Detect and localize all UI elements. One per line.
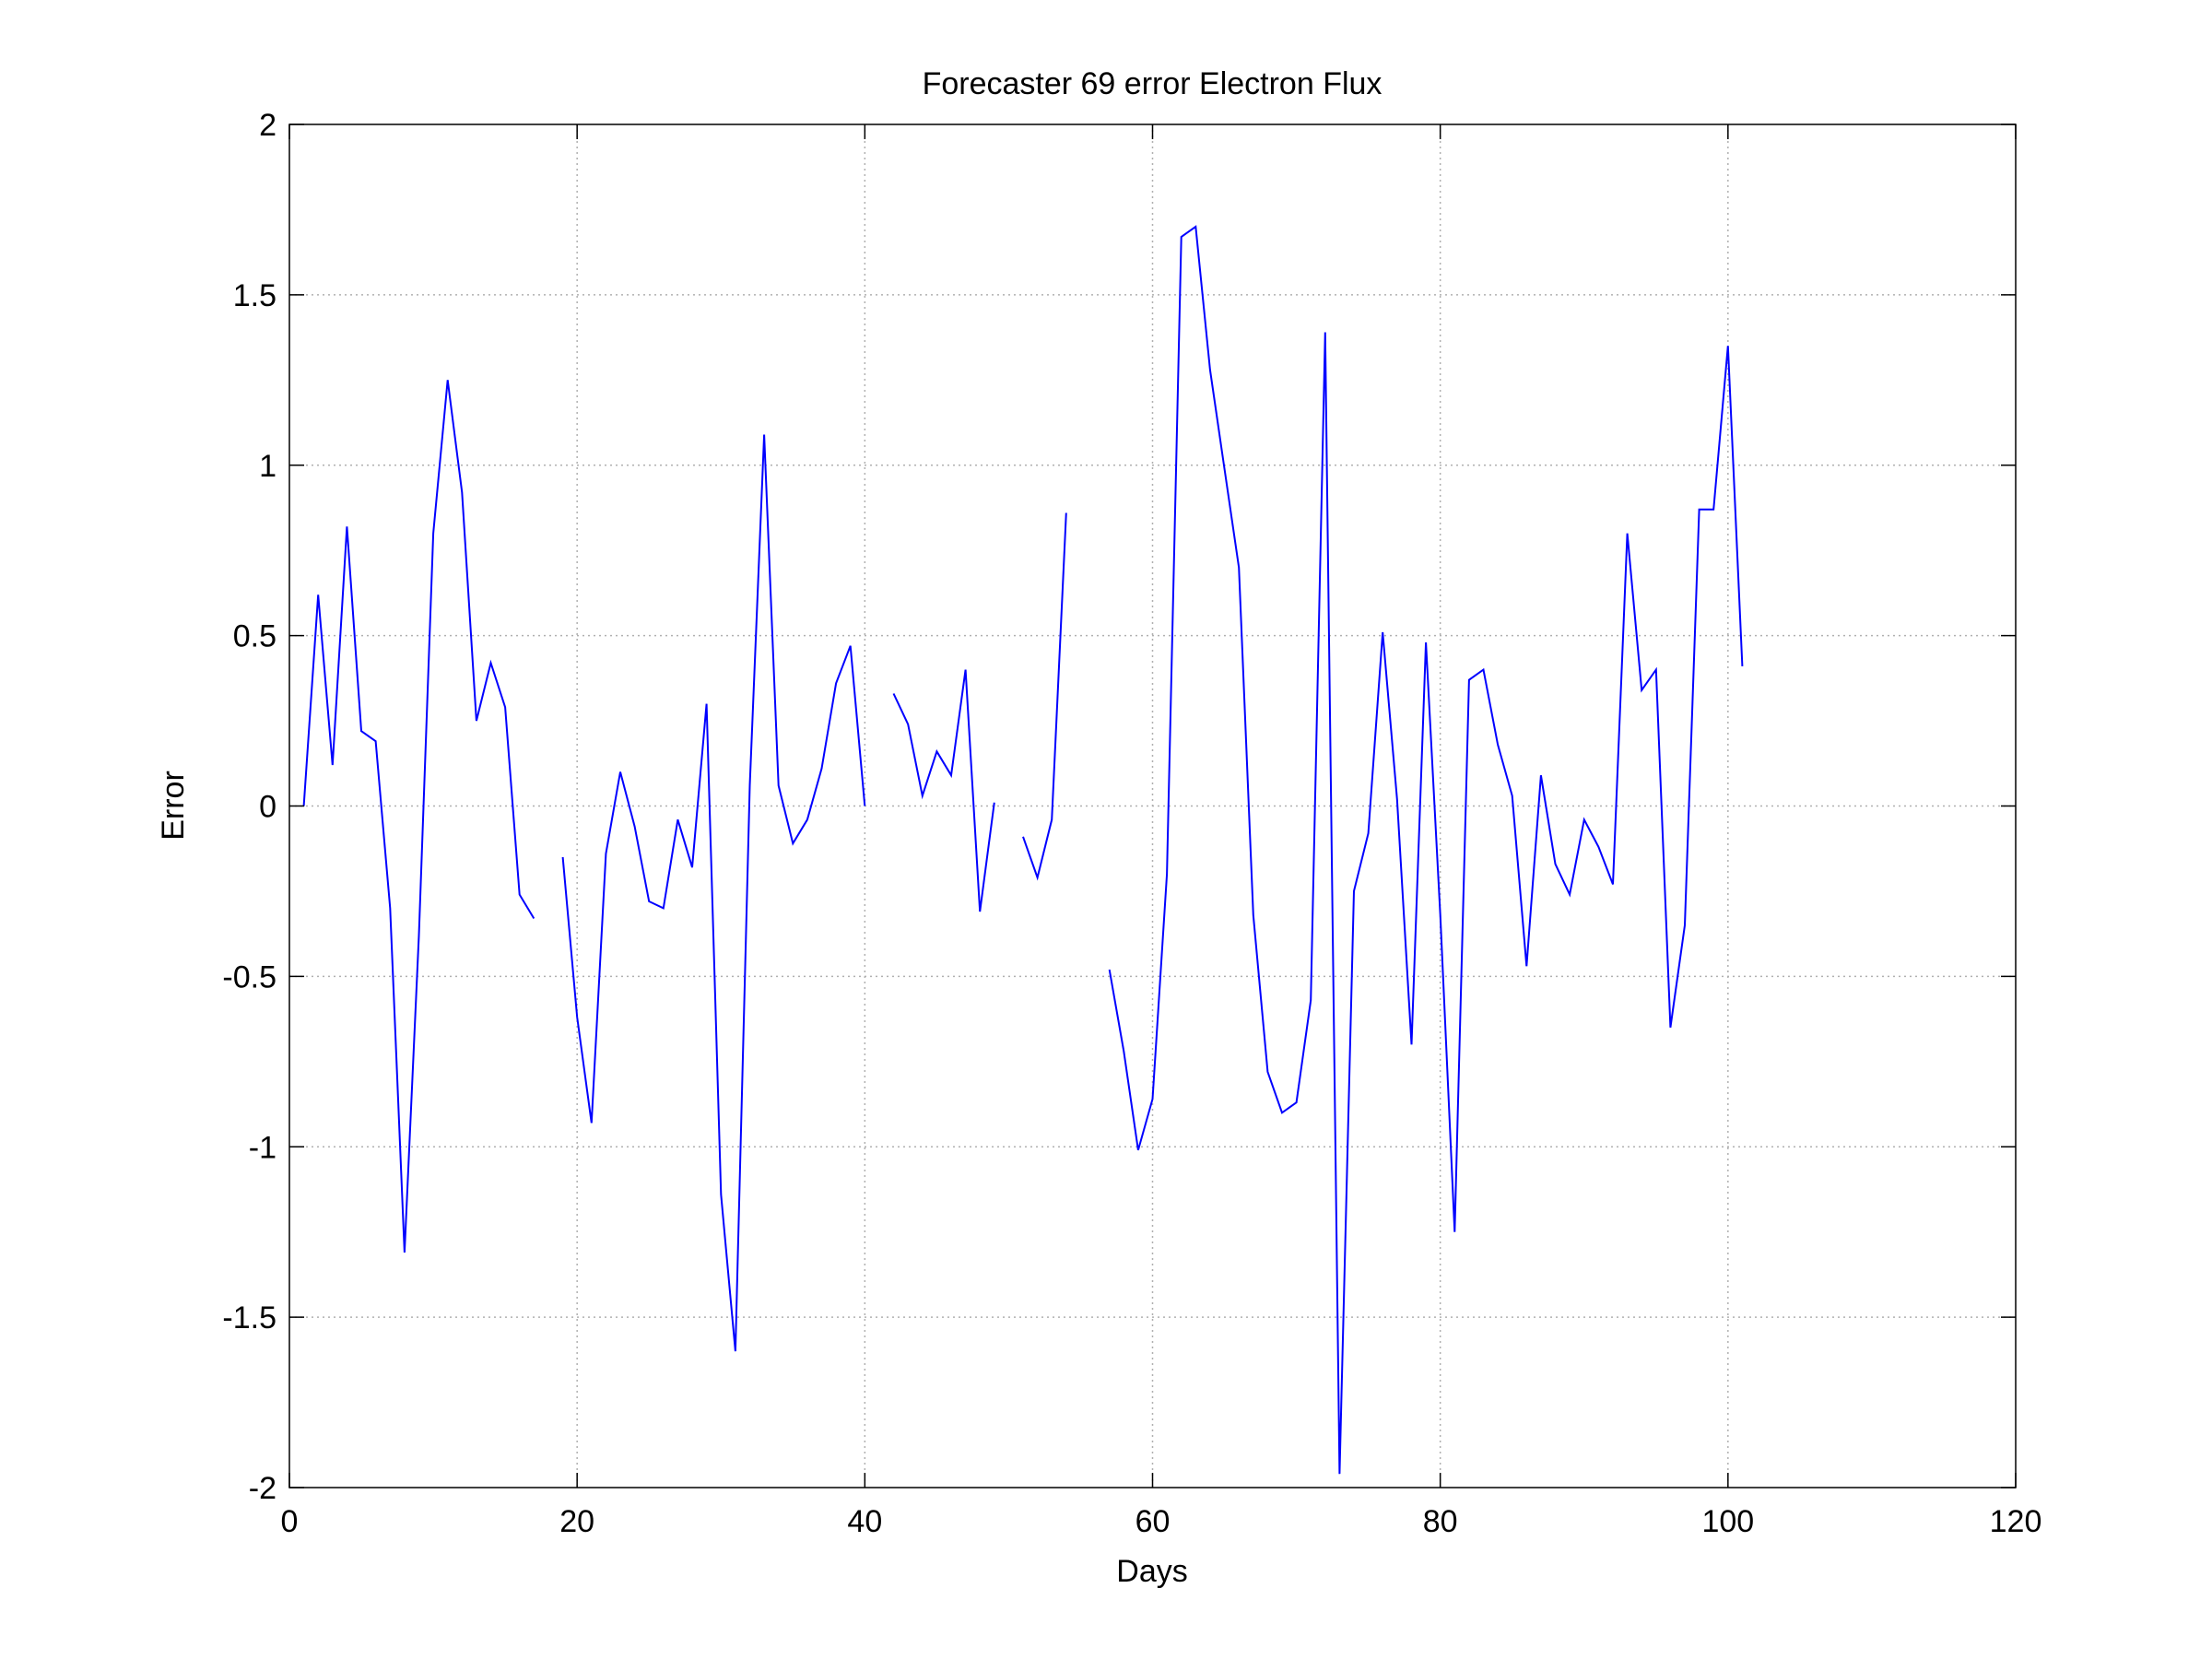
chart-title: Forecaster 69 error Electron Flux [923, 66, 1382, 101]
x-axis-label: Days [1116, 1554, 1187, 1589]
series-line-segment [892, 669, 995, 912]
series-line-segment [1108, 225, 1744, 1475]
y-tick-label: 2 [259, 108, 276, 143]
y-tick-label: 1.5 [233, 278, 276, 313]
ticks [288, 124, 2017, 1488]
y-tick-label: 0 [259, 790, 276, 825]
x-tick-label: 60 [1135, 1504, 1171, 1539]
y-axis-label: Error [156, 771, 191, 841]
x-tick-label: 0 [281, 1504, 299, 1539]
tick-labels: 0 20 40 60 80 100 120 -2 -1.5 -1 -0.5 0 0.5 1 1.5 2 [222, 108, 2041, 1539]
x-tick-label: 20 [559, 1504, 594, 1539]
series-layer [302, 225, 1744, 1475]
y-tick-label: -2 [249, 1471, 276, 1506]
y-tick-label: -1.5 [222, 1300, 276, 1335]
y-tick-label: -1 [249, 1130, 276, 1165]
x-tick-label: 80 [1423, 1504, 1458, 1539]
series-line-segment [1022, 512, 1067, 881]
x-tick-label: 100 [1701, 1504, 1754, 1539]
grid [289, 124, 2016, 1488]
x-tick-label: 40 [847, 1504, 882, 1539]
series-line-segment [302, 380, 535, 1253]
series-line-segment [561, 434, 866, 1352]
y-tick-label: -0.5 [222, 959, 276, 994]
y-tick-label: 0.5 [233, 619, 276, 654]
y-tick-label: 1 [259, 449, 276, 484]
x-tick-label: 120 [1990, 1504, 2042, 1539]
